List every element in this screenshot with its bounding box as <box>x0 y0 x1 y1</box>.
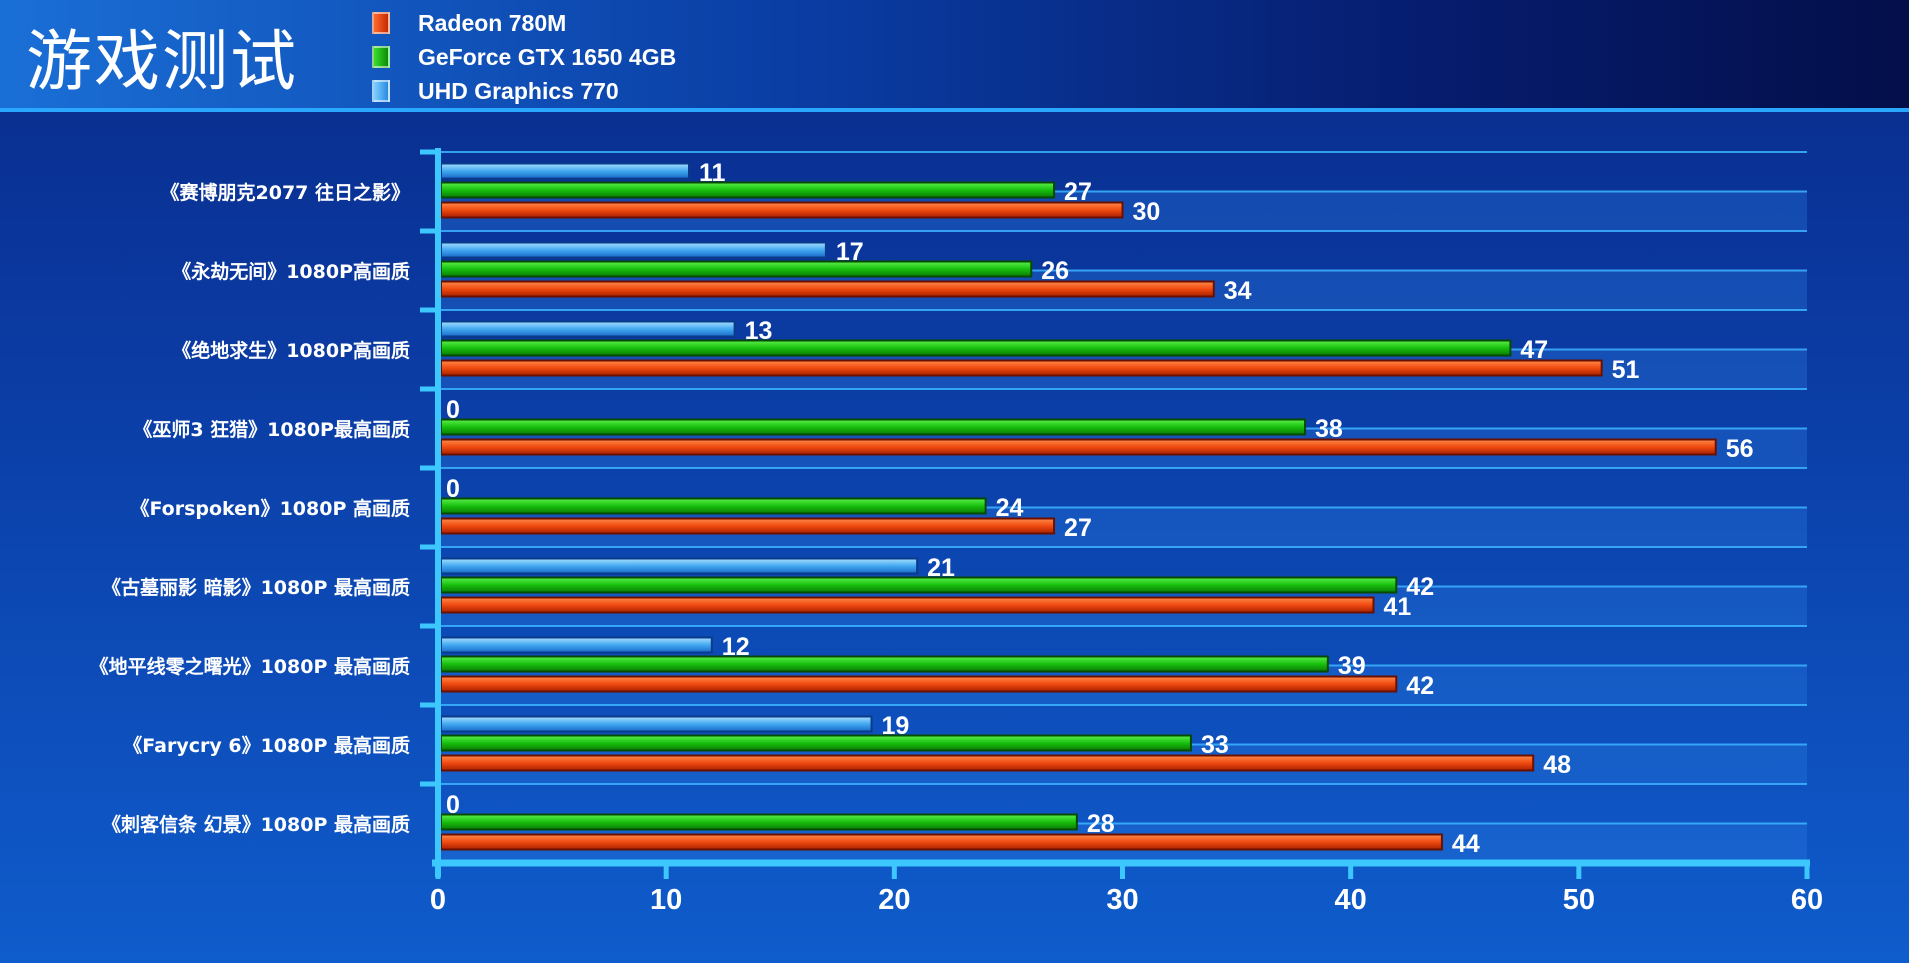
legend-label-radeon: Radeon 780M <box>418 9 567 36</box>
data-label-radeon: 44 <box>1452 830 1480 858</box>
bar-geforce <box>440 181 1056 199</box>
data-label-geforce: 47 <box>1520 336 1548 364</box>
data-label-uhd: 12 <box>722 633 750 661</box>
bar-uhd <box>440 636 713 654</box>
category-label: 《Forspoken》1080P 高画质 <box>130 497 410 520</box>
bar-radeon <box>440 280 1215 298</box>
bar-radeon <box>440 438 1717 456</box>
bar-radeon <box>440 359 1603 377</box>
x-tick-label: 10 <box>650 884 682 916</box>
data-label-geforce: 38 <box>1315 415 1343 443</box>
bar-radeon <box>440 833 1443 851</box>
chart-legend: Radeon 780M GeForce GTX 1650 4GB UHD Gra… <box>372 6 676 108</box>
bar-geforce <box>440 497 987 515</box>
bar-geforce <box>440 576 1398 594</box>
legend-swatch-radeon <box>372 12 390 34</box>
data-label-radeon: 27 <box>1064 514 1092 542</box>
header-bar: 游戏测试 Radeon 780M GeForce GTX 1650 4GB UH… <box>0 0 1909 112</box>
bar-geforce <box>440 655 1329 673</box>
data-label-uhd: 0 <box>446 396 460 424</box>
data-label-uhd: 11 <box>699 159 726 187</box>
category-label: 《古墓丽影 暗影》1080P 最高画质 <box>102 576 410 599</box>
data-label-geforce: 33 <box>1201 731 1229 759</box>
data-label-radeon: 51 <box>1612 356 1640 384</box>
data-label-radeon: 41 <box>1383 593 1411 621</box>
legend-swatch-geforce <box>372 46 390 68</box>
legend-item-geforce: GeForce GTX 1650 4GB <box>372 40 676 74</box>
x-tick-label: 60 <box>1791 884 1823 916</box>
data-label-radeon: 48 <box>1543 751 1571 779</box>
bar-geforce <box>440 260 1033 278</box>
category-label: 《刺客信条 幻景》1080P 最高画质 <box>102 813 410 836</box>
bar-geforce <box>440 418 1307 436</box>
x-tick-label: 20 <box>878 884 910 916</box>
legend-swatch-uhd <box>372 80 390 102</box>
x-tick-label: 40 <box>1335 884 1367 916</box>
page-title: 游戏测试 <box>26 23 298 100</box>
bar-radeon <box>440 201 1124 219</box>
legend-item-uhd: UHD Graphics 770 <box>372 74 676 108</box>
x-tick-label: 30 <box>1106 884 1138 916</box>
x-tick-label: 50 <box>1563 884 1595 916</box>
bar-radeon <box>440 596 1375 614</box>
bar-uhd <box>440 162 690 180</box>
category-label: 《永劫无间》1080P高画质 <box>172 260 410 283</box>
bar-uhd <box>440 557 919 575</box>
data-label-uhd: 21 <box>927 554 955 582</box>
bar-geforce <box>440 339 1512 357</box>
bar-radeon <box>440 517 1056 535</box>
data-label-uhd: 19 <box>882 712 910 740</box>
category-label: 《赛博朋克2077 往日之影》 <box>161 181 411 204</box>
legend-item-radeon: Radeon 780M <box>372 6 676 40</box>
data-label-geforce: 39 <box>1338 652 1366 680</box>
category-label: 《Farycry 6》1080P 最高画质 <box>123 734 410 757</box>
data-label-uhd: 0 <box>446 791 460 819</box>
data-label-geforce: 26 <box>1041 257 1069 285</box>
data-label-radeon: 30 <box>1133 198 1161 226</box>
category-label: 《地平线零之曙光》1080P 最高画质 <box>90 655 410 678</box>
category-label: 《巫师3 狂猎》1080P最高画质 <box>133 418 410 441</box>
bar-uhd <box>440 241 827 259</box>
bar-uhd <box>440 715 873 733</box>
legend-label-uhd: UHD Graphics 770 <box>418 77 619 104</box>
data-label-radeon: 42 <box>1406 672 1434 700</box>
data-label-uhd: 13 <box>745 317 773 345</box>
data-label-geforce: 42 <box>1406 573 1434 601</box>
data-label-geforce: 24 <box>996 494 1024 522</box>
legend-label-geforce: GeForce GTX 1650 4GB <box>418 43 677 70</box>
bar-geforce <box>440 734 1192 752</box>
data-label-geforce: 27 <box>1064 178 1092 206</box>
data-label-uhd: 0 <box>446 475 460 503</box>
data-label-radeon: 56 <box>1726 435 1754 463</box>
bar-uhd <box>440 320 736 338</box>
category-label: 《绝地求生》1080P高画质 <box>172 339 410 362</box>
data-label-geforce: 28 <box>1087 810 1115 838</box>
data-label-radeon: 34 <box>1224 277 1252 305</box>
x-tick-label: 0 <box>430 884 446 916</box>
data-label-uhd: 17 <box>836 238 864 266</box>
bar-radeon <box>440 754 1535 772</box>
bar-radeon <box>440 675 1398 693</box>
bar-geforce <box>440 813 1078 831</box>
